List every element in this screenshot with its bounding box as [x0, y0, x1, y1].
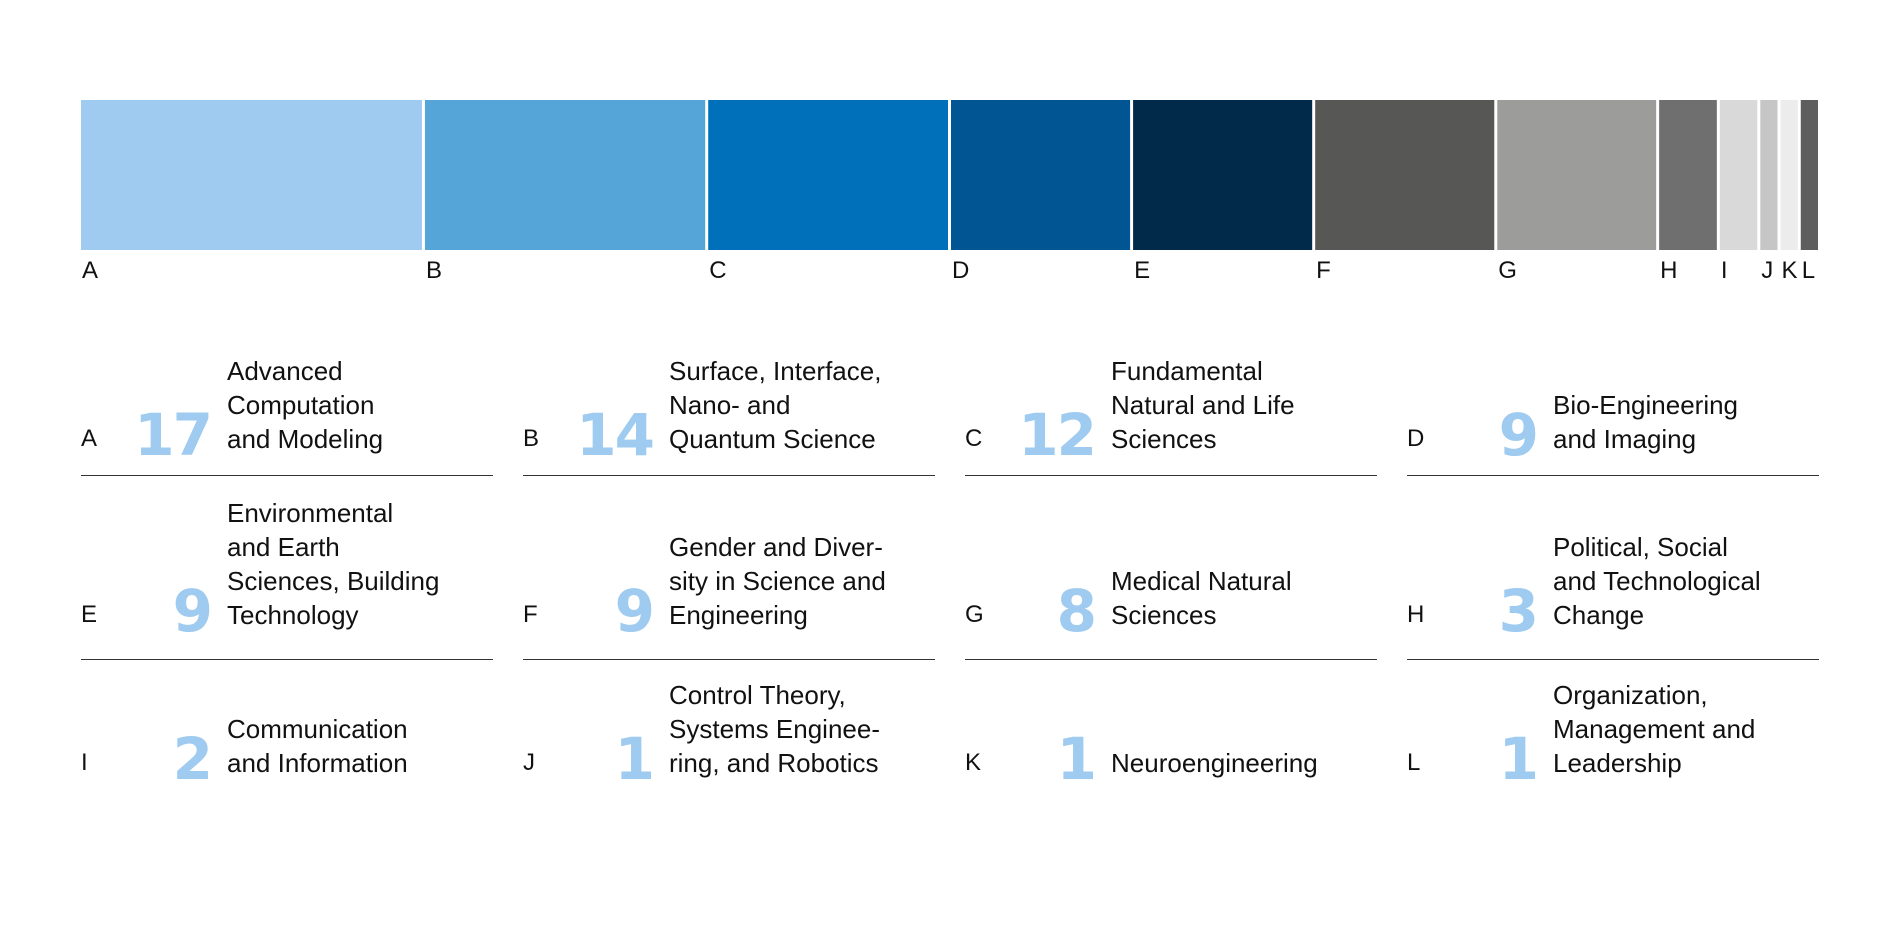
bar-tick-label-e: E — [1134, 257, 1150, 284]
legend-label: Neuroengineering — [1111, 748, 1318, 778]
legend-count: 9 — [1498, 401, 1539, 469]
legend-letter: B — [523, 425, 540, 452]
legend-item-i: I 2 Communication and Information — [81, 660, 493, 810]
legend-item-c: C 12 Fundamental Natural and Life Scienc… — [965, 340, 1377, 476]
bar-segment-k — [1780, 100, 1798, 250]
legend-item-g: G 8 Medical Natural Sciences — [965, 476, 1377, 660]
legend-count: 2 — [172, 725, 213, 793]
bar-tick-label-d: D — [952, 257, 969, 284]
bar-tick-label-h: H — [1660, 257, 1677, 284]
bar-tick-label-a: A — [82, 257, 98, 284]
legend-letter: K — [965, 749, 982, 776]
legend-label: Organization, Management and Leadership — [1553, 680, 1756, 778]
legend-count: 1 — [1498, 725, 1539, 793]
legend-item-h: H 3 Political, Social and Technological … — [1407, 476, 1819, 660]
legend-label: Gender and Diver- sity in Science and En… — [669, 532, 886, 630]
legend-item-b: B 14 Surface, Interface, Nano- and Quant… — [523, 340, 935, 476]
legend-item-f: F 9 Gender and Diver- sity in Science an… — [523, 476, 935, 660]
legend-item-k: K 1 Neuroengineering — [965, 660, 1377, 810]
bar-tick-label-f: F — [1316, 257, 1331, 284]
bar-tick-label-g: G — [1498, 257, 1517, 284]
legend-count: 1 — [1056, 725, 1097, 793]
legend-letter: A — [81, 425, 98, 452]
legend-item-e: E 9 Environmental and Earth Sciences, Bu… — [81, 476, 493, 660]
legend-letter: J — [523, 749, 535, 776]
legend-letter: F — [523, 601, 538, 628]
legend-label: Surface, Interface, Nano- and Quantum Sc… — [669, 356, 882, 454]
bar-segment-h — [1659, 100, 1717, 250]
legend-count: 12 — [1018, 401, 1097, 469]
category-legend: A 17 Advanced Computation and Modeling B… — [81, 340, 1821, 810]
legend-count: 8 — [1056, 577, 1097, 645]
bar-segment-j — [1760, 100, 1778, 250]
bar-tick-label-i: I — [1721, 257, 1728, 284]
legend-count: 9 — [614, 577, 655, 645]
bar-segment-l — [1800, 100, 1818, 250]
legend-letter: H — [1407, 601, 1425, 628]
legend-label: Communication and Information — [227, 714, 408, 778]
bar-segment-e — [1133, 100, 1313, 250]
legend-letter: C — [965, 425, 983, 452]
legend-label: Medical Natural Sciences — [1111, 566, 1292, 630]
bar-tick-label-c: C — [709, 257, 726, 284]
bar-tick-label-j: J — [1761, 257, 1773, 284]
bar-segment-c — [708, 100, 948, 250]
legend-count: 3 — [1498, 577, 1539, 645]
legend-letter: L — [1407, 749, 1421, 776]
bar-segment-g — [1497, 100, 1657, 250]
legend-letter: E — [81, 601, 98, 628]
bar-segment-d — [951, 100, 1131, 250]
legend-item-d: D 9 Bio-Engineering and Imaging — [1407, 340, 1819, 476]
bar-tick-label-b: B — [426, 257, 442, 284]
legend-label: Control Theory, Systems Enginee- ring, a… — [669, 680, 880, 778]
bar-segment-f — [1315, 100, 1495, 250]
bar-segment-a — [81, 100, 422, 250]
legend-count: 17 — [134, 401, 213, 469]
legend-letter: D — [1407, 425, 1425, 452]
legend-label: Political, Social and Technological Chan… — [1553, 532, 1761, 630]
legend-item-l: L 1 Organization, Management and Leaders… — [1407, 660, 1819, 810]
bar-tick-label-k: K — [1782, 257, 1798, 284]
legend-letter: G — [965, 601, 984, 628]
legend-label: Fundamental Natural and Life Sciences — [1111, 356, 1295, 454]
legend-count: 14 — [576, 401, 655, 469]
legend-label: Advanced Computation and Modeling — [227, 356, 384, 454]
bar-segment-i — [1719, 100, 1758, 250]
legend-label: Environmental and Earth Sciences, Buildi… — [227, 498, 440, 630]
bar-tick-label-l: L — [1802, 257, 1815, 284]
legend-count: 1 — [614, 725, 655, 793]
legend-letter: I — [81, 749, 88, 776]
legend-count: 9 — [172, 577, 213, 645]
legend-item-a: A 17 Advanced Computation and Modeling — [81, 340, 493, 476]
legend-label: Bio-Engineering and Imaging — [1553, 390, 1739, 454]
legend-item-j: J 1 Control Theory, Systems Enginee- rin… — [523, 660, 935, 810]
bar-segment-b — [424, 100, 706, 250]
